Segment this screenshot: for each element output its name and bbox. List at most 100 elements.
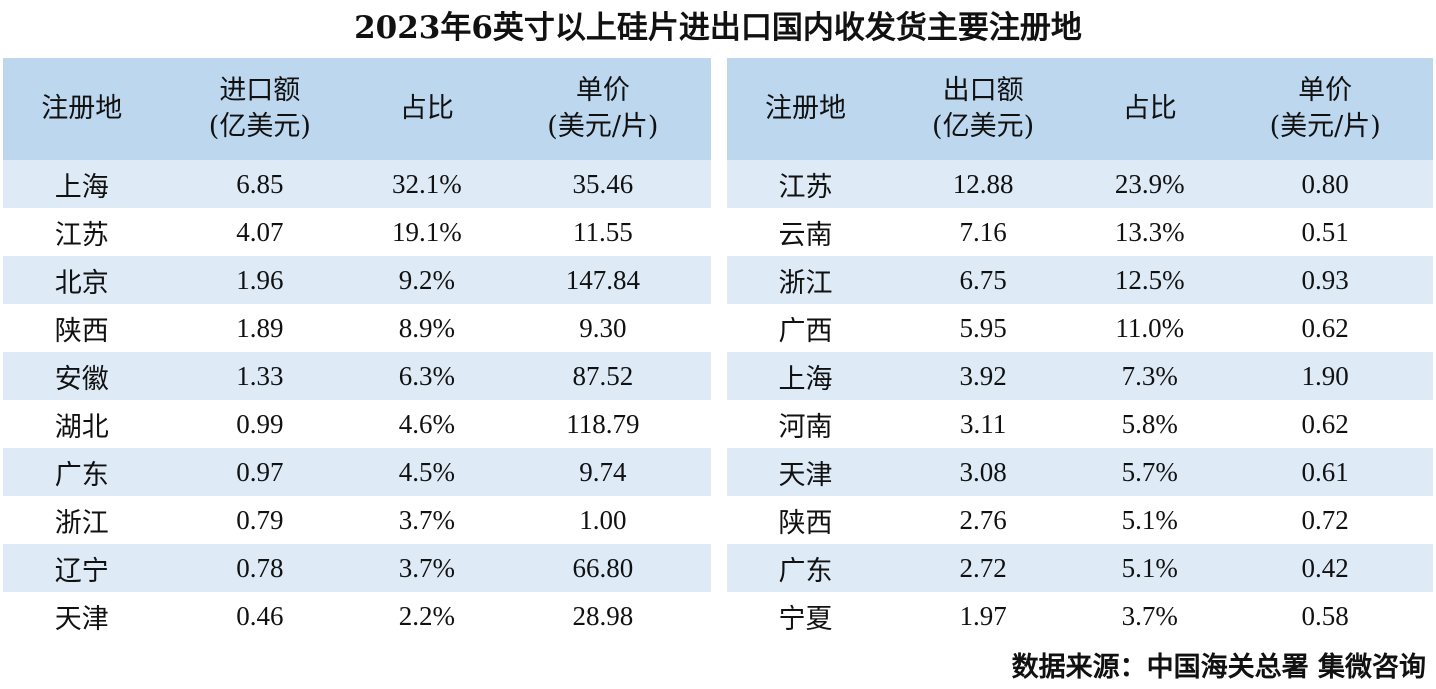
region-cell: 江苏 — [3, 208, 161, 256]
value-cell: 3.11 — [884, 400, 1083, 448]
value-cell: 5.7% — [1082, 448, 1218, 496]
value-cell: 11.0% — [1082, 304, 1218, 352]
table-row: 天津 0.46 2.2% 28.98 — [3, 592, 711, 640]
value-cell: 1.89 — [160, 304, 360, 352]
value-cell: 6.75 — [884, 256, 1083, 304]
value-cell: 3.08 — [884, 448, 1083, 496]
table-row: 浙江 6.75 12.5% 0.93 — [727, 256, 1433, 304]
value-cell: 9.74 — [494, 448, 711, 496]
value-cell: 11.55 — [494, 208, 711, 256]
region-cell: 云南 — [727, 208, 885, 256]
value-cell: 1.33 — [160, 352, 360, 400]
value-cell: 9.30 — [494, 304, 711, 352]
value-cell: 3.7% — [1082, 592, 1218, 640]
value-cell: 0.62 — [1217, 400, 1433, 448]
value-cell: 0.99 — [160, 400, 360, 448]
region-cell: 天津 — [727, 448, 885, 496]
value-cell: 0.72 — [1217, 496, 1433, 544]
table-row: 广西 5.95 11.0% 0.62 — [727, 304, 1433, 352]
region-cell: 北京 — [3, 256, 161, 304]
value-cell: 35.46 — [494, 160, 711, 208]
region-cell: 上海 — [727, 352, 885, 400]
value-cell: 7.3% — [1082, 352, 1218, 400]
region-cell: 江苏 — [727, 160, 885, 208]
region-cell: 辽宁 — [3, 544, 161, 592]
export-table: 注册地 出口额 (亿美元) 占比 单价 (美元/片) 江苏 12.88 23.9% 0.80 云… — [727, 58, 1433, 640]
value-cell: 0.42 — [1217, 544, 1433, 592]
table-row: 天津 3.08 5.7% 0.61 — [727, 448, 1433, 496]
value-cell: 5.1% — [1082, 544, 1218, 592]
value-cell: 28.98 — [494, 592, 711, 640]
table-row: 上海 3.92 7.3% 1.90 — [727, 352, 1433, 400]
region-cell: 上海 — [3, 160, 161, 208]
value-cell: 118.79 — [494, 400, 711, 448]
value-cell: 19.1% — [359, 208, 495, 256]
value-cell: 5.8% — [1082, 400, 1218, 448]
region-cell: 广西 — [727, 304, 885, 352]
region-cell: 天津 — [3, 592, 161, 640]
region-cell: 陕西 — [727, 496, 885, 544]
value-cell: 0.58 — [1217, 592, 1433, 640]
value-cell: 9.2% — [359, 256, 495, 304]
column-header: 占比 — [359, 58, 495, 160]
region-cell: 河南 — [727, 400, 885, 448]
table-row: 辽宁 0.78 3.7% 66.80 — [3, 544, 711, 592]
region-cell: 广东 — [727, 544, 885, 592]
value-cell: 3.92 — [884, 352, 1083, 400]
column-header: 注册地 — [3, 58, 161, 160]
column-header: 进口额 (亿美元) — [160, 58, 360, 160]
value-cell: 4.5% — [359, 448, 495, 496]
table-row: 陕西 1.89 8.9% 9.30 — [3, 304, 711, 352]
value-cell: 0.51 — [1217, 208, 1433, 256]
import-table: 注册地 进口额 (亿美元) 占比 单价 (美元/片) 上海 6.85 32.1% 35.46 江… — [3, 58, 711, 640]
value-cell: 0.62 — [1217, 304, 1433, 352]
value-cell: 23.9% — [1082, 160, 1218, 208]
value-cell: 0.61 — [1217, 448, 1433, 496]
table-row: 浙江 0.79 3.7% 1.00 — [3, 496, 711, 544]
chart-title: 2023年6英寸以上硅片进出口国内收发货主要注册地 — [354, 10, 1082, 46]
region-cell: 宁夏 — [727, 592, 885, 640]
value-cell: 7.16 — [884, 208, 1083, 256]
source-note: 数据来源：中国海关总署 集微咨询 — [1011, 652, 1426, 683]
value-cell: 6.85 — [160, 160, 360, 208]
value-cell: 32.1% — [359, 160, 495, 208]
value-cell: 0.46 — [160, 592, 360, 640]
column-header: 注册地 — [727, 58, 885, 160]
value-cell: 147.84 — [494, 256, 711, 304]
value-cell: 87.52 — [494, 352, 711, 400]
table-row: 上海 6.85 32.1% 35.46 — [3, 160, 711, 208]
table-row: 湖北 0.99 4.6% 118.79 — [3, 400, 711, 448]
table-row: 广东 0.97 4.5% 9.74 — [3, 448, 711, 496]
region-cell: 安徽 — [3, 352, 161, 400]
region-cell: 湖北 — [3, 400, 161, 448]
column-header: 出口额 (亿美元) — [884, 58, 1083, 160]
value-cell: 6.3% — [359, 352, 495, 400]
table-row: 江苏 12.88 23.9% 0.80 — [727, 160, 1433, 208]
value-cell: 66.80 — [494, 544, 711, 592]
value-cell: 5.95 — [884, 304, 1083, 352]
value-cell: 12.88 — [884, 160, 1083, 208]
value-cell: 2.72 — [884, 544, 1083, 592]
column-header: 单价 (美元/片) — [494, 58, 711, 160]
value-cell: 1.96 — [160, 256, 360, 304]
value-cell: 13.3% — [1082, 208, 1218, 256]
column-header: 占比 — [1082, 58, 1218, 160]
table-row: 广东 2.72 5.1% 0.42 — [727, 544, 1433, 592]
value-cell: 3.7% — [359, 544, 495, 592]
value-cell: 4.07 — [160, 208, 360, 256]
region-cell: 广东 — [3, 448, 161, 496]
header-row: 注册地 进口额 (亿美元) 占比 单价 (美元/片) — [3, 58, 711, 160]
value-cell: 1.90 — [1217, 352, 1433, 400]
value-cell: 8.9% — [359, 304, 495, 352]
value-cell: 4.6% — [359, 400, 495, 448]
value-cell: 0.97 — [160, 448, 360, 496]
value-cell: 0.79 — [160, 496, 360, 544]
header-row: 注册地 出口额 (亿美元) 占比 单价 (美元/片) — [727, 58, 1433, 160]
region-cell: 陕西 — [3, 304, 161, 352]
region-cell: 浙江 — [727, 256, 885, 304]
value-cell: 1.00 — [494, 496, 711, 544]
table-row: 江苏 4.07 19.1% 11.55 — [3, 208, 711, 256]
table-row: 陕西 2.76 5.1% 0.72 — [727, 496, 1433, 544]
value-cell: 0.80 — [1217, 160, 1433, 208]
value-cell: 3.7% — [359, 496, 495, 544]
